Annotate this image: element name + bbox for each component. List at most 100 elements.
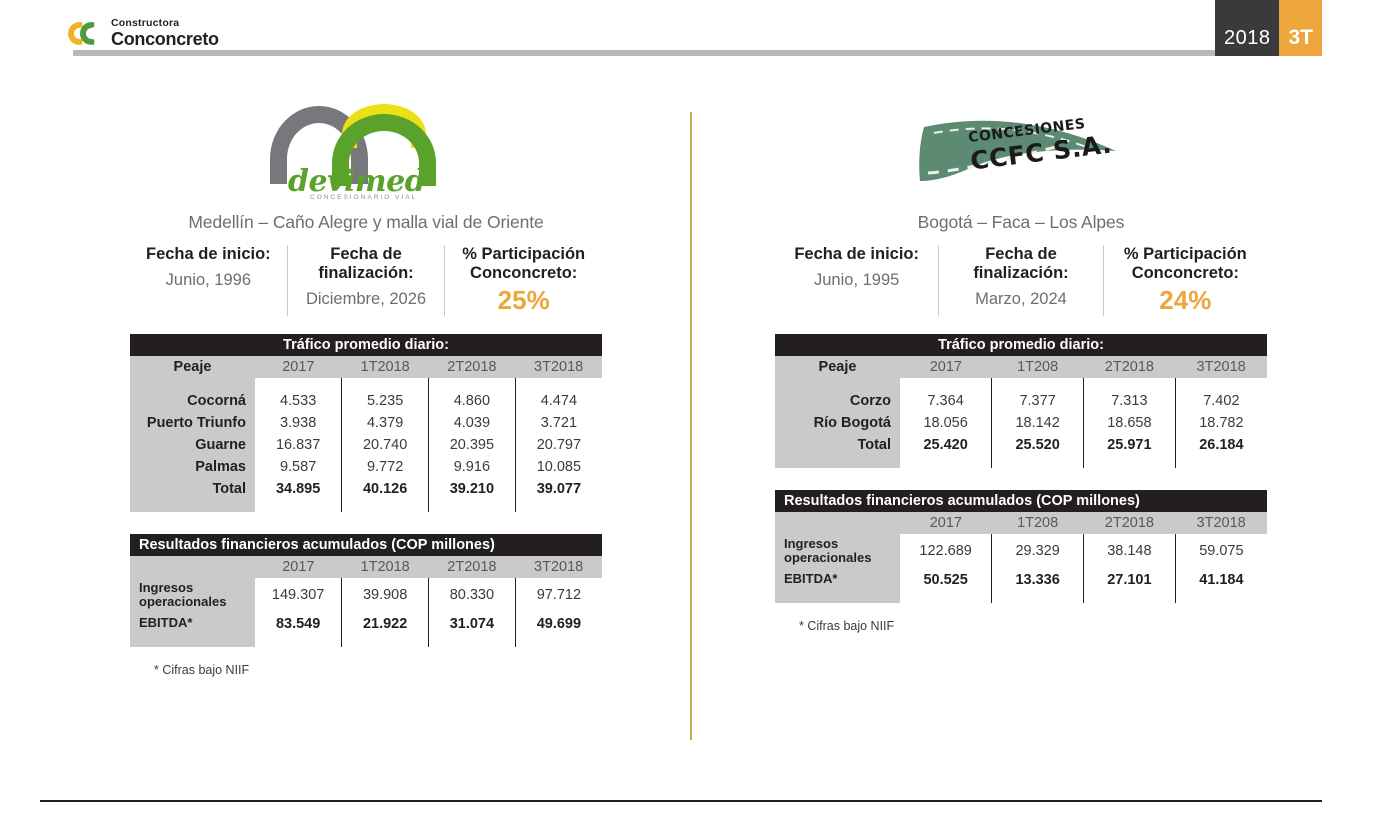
table-row: Ingresos operacionales 149.307 39.908 80… — [130, 577, 602, 613]
devimed-meta-row: Fecha de inicio: Junio, 1996 Fecha de fi… — [130, 245, 602, 316]
devimed-fin-row-1-v1: 21.922 — [341, 612, 429, 635]
devimed-fin-row-0-v0: 149.307 — [255, 577, 342, 613]
devimed-traffic-row-1-label: Puerto Triunfo — [130, 411, 255, 434]
devimed-fin-row-0-v2: 80.330 — [428, 577, 516, 613]
ccfc-footnote: * Cifras bajo NIIF — [799, 618, 895, 633]
ccfc-traffic-row-2-label: Total — [775, 433, 900, 456]
table-row: Corzo 7.364 7.377 7.313 7.402 — [775, 389, 1267, 412]
ccfc-financials-table: Resultados financieros acumulados (COP m… — [775, 489, 1267, 603]
devimed-wordmark: devimed — [288, 164, 426, 199]
devimed-traffic-row-4-v1: 40.126 — [341, 477, 429, 500]
ccfc-traffic-row-0-v3: 7.402 — [1174, 389, 1267, 412]
devimed-fin-row-1-v2: 31.074 — [428, 612, 516, 635]
ccfc-traffic-table: Tráfico promedio diario: Peaje 2017 1T20… — [775, 333, 1267, 468]
devimed-traffic-col-2: 1T2018 — [341, 355, 429, 378]
devimed-traffic-row-0-v3: 4.474 — [514, 389, 602, 412]
devimed-traffic-row-2-v0: 16.837 — [255, 433, 342, 456]
ccfc-start-value: Junio, 1995 — [814, 270, 900, 289]
conconcreto-logo-icon — [68, 21, 104, 45]
ccfc-financials-body: Ingresos operacionales 122.689 29.329 38… — [775, 533, 1267, 603]
devimed-traffic-row-0-v1: 5.235 — [341, 389, 429, 412]
devimed-traffic-row-3-v3: 10.085 — [514, 455, 602, 478]
table-row: Palmas 9.587 9.772 9.916 10.085 — [130, 455, 602, 478]
devimed-share-value: 25% — [497, 284, 550, 315]
devimed-start-date: Fecha de inicio: Junio, 1996 — [130, 245, 287, 316]
devimed-financials-col-1: 2017 — [255, 555, 342, 578]
devimed-traffic-row-4-label: Total — [130, 477, 255, 500]
devimed-traffic-col-4: 3T2018 — [515, 355, 602, 378]
ccfc-fin-row-1-label: EBITDA* — [775, 568, 900, 591]
devimed-fin-row-0-v1: 39.908 — [341, 577, 429, 613]
ccfc-fin-row-1-v0: 50.525 — [900, 568, 992, 591]
ccfc-traffic-col-0: Peaje — [775, 355, 900, 378]
devimed-traffic-row-3-v1: 9.772 — [341, 455, 429, 478]
ccfc-traffic-row-0-v2: 7.313 — [1083, 389, 1176, 412]
ccfc-traffic-row-0-v1: 7.377 — [991, 389, 1084, 412]
ccfc-fin-row-0-v2: 38.148 — [1083, 533, 1176, 569]
devimed-traffic-row-0-v2: 4.860 — [428, 389, 516, 412]
devimed-start-value: Junio, 1996 — [165, 270, 251, 289]
devimed-traffic-row-3-v0: 9.587 — [255, 455, 342, 478]
ccfc-fin-row-0-v3: 59.075 — [1174, 533, 1267, 569]
devimed-suffix: s.a. — [422, 178, 438, 188]
devimed-fin-row-1-v3: 49.699 — [514, 612, 602, 635]
devimed-traffic-col-1: 2017 — [255, 355, 342, 378]
ccfc-fin-row-0-label: Ingresos operacionales — [775, 533, 900, 569]
devimed-traffic-row-2-v1: 20.740 — [341, 433, 429, 456]
ccfc-traffic-col-4: 3T2018 — [1175, 355, 1267, 378]
ccfc-traffic-row-1-v2: 18.658 — [1083, 411, 1176, 434]
ccfc-financials-header-row: 2017 1T208 2T2018 3T2018 — [775, 511, 1267, 534]
brand-top-label: Constructora — [111, 17, 180, 29]
devimed-share: % Participación Conconcreto: 25% — [444, 245, 602, 316]
ccfc-financials-col-0 — [775, 511, 900, 534]
panel-divider — [690, 112, 692, 740]
ccfc-traffic-row-1-label: Río Bogotá — [775, 411, 900, 434]
ccfc-financials-col-3: 2T2018 — [1083, 511, 1176, 534]
ccfc-end-value: Marzo, 2024 — [975, 289, 1067, 308]
ccfc-start-label: Fecha de inicio: — [794, 245, 920, 263]
conconcreto-brand: Constructora Conconcreto — [68, 18, 219, 48]
devimed-traffic-header-row: Peaje 2017 1T2018 2T2018 3T2018 — [130, 355, 602, 378]
ccfc-logo-box: CONCESIONES CCFC S.A. — [775, 96, 1267, 208]
devimed-financials-col-2: 1T2018 — [341, 555, 429, 578]
devimed-start-label: Fecha de inicio: — [145, 245, 271, 263]
devimed-footnote: * Cifras bajo NIIF — [154, 662, 250, 677]
ccfc-share: % Participación Conconcreto: 24% — [1102, 245, 1267, 316]
devimed-traffic-row-0-v0: 4.533 — [255, 389, 342, 412]
devimed-fin-row-1-v0: 83.549 — [255, 612, 342, 635]
header-divider-rule — [73, 50, 1238, 56]
devimed-traffic-row-0-label: Cocorná — [130, 389, 255, 412]
ccfc-end-date: Fecha de finalización: Marzo, 2024 — [938, 245, 1102, 316]
table-row: Cocorná 4.533 5.235 4.860 4.474 — [130, 389, 602, 412]
devimed-fin-row-1-label: EBITDA* — [130, 612, 255, 635]
devimed-traffic-col-3: 2T2018 — [428, 355, 516, 378]
devimed-traffic-row-1-v3: 3.721 — [514, 411, 602, 434]
devimed-financials-col-3: 2T2018 — [428, 555, 516, 578]
devimed-traffic-body: Cocorná 4.533 5.235 4.860 4.474 Puerto T… — [130, 389, 602, 512]
ccfc-fin-row-1-v2: 27.101 — [1083, 568, 1176, 591]
ccfc-traffic-row-1-v0: 18.056 — [900, 411, 992, 434]
devimed-traffic-row-4-v3: 39.077 — [514, 477, 602, 500]
ccfc-traffic-row-1-v3: 18.782 — [1174, 411, 1267, 434]
ccfc-traffic-header-row: Peaje 2017 1T208 2T2018 3T2018 — [775, 355, 1267, 378]
ccfc-share-label: % Participación Conconcreto: — [1123, 245, 1247, 282]
devimed-traffic-row-3-label: Palmas — [130, 455, 255, 478]
devimed-financials-col-0 — [130, 555, 255, 578]
devimed-financials-body: Ingresos operacionales 149.307 39.908 80… — [130, 577, 602, 647]
devimed-subtitle: Medellín – Caño Alegre y malla vial de O… — [188, 212, 544, 232]
ccfc-fin-row-1-v1: 13.336 — [991, 568, 1084, 591]
brand-bottom-label: Conconcreto — [111, 28, 219, 49]
ccfc-end-label: Fecha de finalización: — [973, 245, 1069, 282]
devimed-fin-row-0-label: Ingresos operacionales — [130, 577, 255, 613]
ccfc-share-value: 24% — [1159, 284, 1212, 315]
ccfc-traffic-row-2-v0: 25.420 — [900, 433, 992, 456]
period-quarter: 3T — [1279, 0, 1322, 56]
ccfc-meta-row: Fecha de inicio: Junio, 1995 Fecha de fi… — [775, 245, 1267, 316]
devimed-end-value: Diciembre, 2026 — [305, 289, 427, 308]
ccfc-traffic-col-1: 2017 — [900, 355, 992, 378]
table-row: Guarne 16.837 20.740 20.395 20.797 — [130, 433, 602, 456]
ccfc-traffic-row-2-v2: 25.971 — [1083, 433, 1176, 456]
devimed-logo: devimed s.a. CONCESIONARIO VIAL — [266, 98, 466, 206]
ccfc-traffic-row-2-v1: 25.520 — [991, 433, 1084, 456]
devimed-traffic-title: Tráfico promedio diario: — [130, 333, 602, 356]
